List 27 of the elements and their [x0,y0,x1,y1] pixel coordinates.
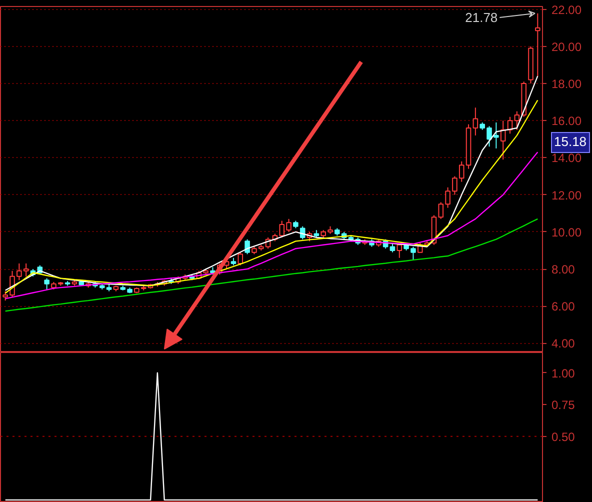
candlestick [16,262,22,281]
candlestick [535,12,540,77]
candlestick [472,107,478,136]
y-tick-label: 8.00 [552,262,576,277]
line-series [4,152,538,300]
y-tick-label: 14.00 [552,151,582,166]
y-tick-label: 6.00 [552,300,576,314]
y-tick-label: 1.00 [552,366,576,380]
y-tick-label: 4.00 [552,336,576,351]
y-tick-label: 12.00 [552,188,582,202]
candlestick [238,252,244,266]
candlestick [396,242,402,258]
y-tick-label: 20.00 [552,40,582,54]
y-tick-label: 10.00 [552,225,582,240]
y-tick-label: 22.00 [552,2,582,17]
annotation: 21.78 [465,10,498,25]
text: 15.18 [554,133,587,152]
y-tick-label: 18.00 [552,76,582,91]
candlestick [44,278,50,290]
y-tick-label: 0.50 [552,430,576,444]
y-tick-label: 16.00 [552,114,582,128]
candlestick [2,290,8,302]
candlestick [390,242,396,253]
candlestick [244,238,250,255]
y-tick-label: 0.75 [552,398,576,412]
line-series [4,218,538,312]
candlestick [23,262,29,277]
